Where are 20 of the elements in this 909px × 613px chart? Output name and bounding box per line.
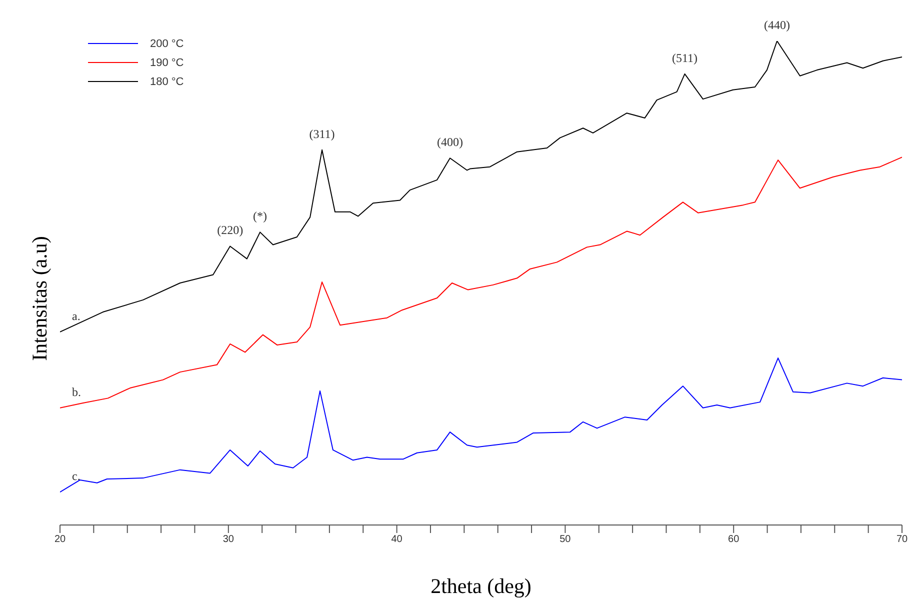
x-tick-label: 50	[560, 534, 572, 546]
legend-label: 180 °C	[150, 76, 184, 88]
legend-label: 200 °C	[150, 38, 184, 50]
annotation: (*)	[253, 209, 268, 224]
legend-label: 190 °C	[150, 56, 184, 68]
x-tick-label: 70	[896, 534, 908, 546]
annotation: (440)	[764, 18, 790, 32]
annotation: a.	[72, 308, 80, 323]
annotation: (220)	[217, 223, 244, 238]
annotation: (511)	[672, 50, 698, 65]
x-tick-label: 20	[54, 534, 66, 546]
x-axis-title: 2theta (deg)	[430, 574, 532, 598]
annotation: c.	[72, 469, 80, 484]
x-tick-label: 40	[391, 534, 403, 546]
x-tick-label: 30	[222, 534, 234, 546]
y-axis-title: Intensitas (a.u)	[28, 235, 52, 363]
annotation: b.	[72, 384, 81, 399]
x-tick-label: 60	[728, 534, 740, 546]
annotation: (400)	[437, 135, 464, 150]
annotation: (311)	[309, 126, 335, 141]
